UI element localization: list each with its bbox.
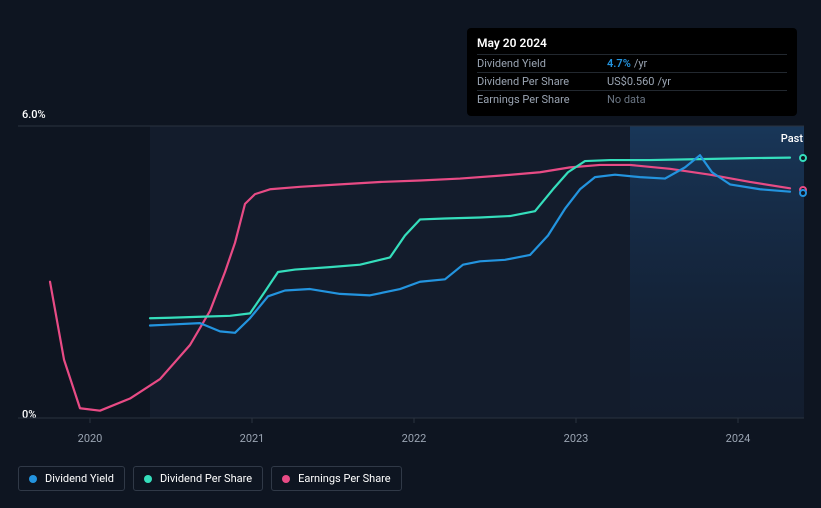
legend-label: Dividend Yield xyxy=(45,472,114,485)
tooltip-key: Earnings Per Share xyxy=(477,93,607,106)
tooltip-val: No data xyxy=(607,93,646,106)
tooltip-row-dps: Dividend Per Share US$0.560/yr xyxy=(477,72,787,90)
tooltip-date: May 20 2024 xyxy=(477,36,787,50)
past-label: Past xyxy=(781,132,803,145)
legend-label: Dividend Per Share xyxy=(160,472,252,485)
legend-dot-icon xyxy=(29,475,37,483)
tooltip-key: Dividend Per Share xyxy=(477,75,607,88)
series-end-marker-dps xyxy=(799,154,807,162)
tooltip-row-eps: Earnings Per Share No data xyxy=(477,90,787,108)
x-tick-2021: 2021 xyxy=(240,432,265,445)
x-tick-2024: 2024 xyxy=(726,432,751,445)
tooltip-key: Dividend Yield xyxy=(477,57,607,70)
x-tick-2022: 2022 xyxy=(402,432,427,445)
legend-item-dps[interactable]: Dividend Per Share xyxy=(133,466,263,491)
tooltip-row-yield: Dividend Yield 4.7%/yr xyxy=(477,54,787,72)
tooltip-val: 4.7%/yr xyxy=(607,57,647,70)
legend-item-eps[interactable]: Earnings Per Share xyxy=(271,466,402,491)
series-end-marker-yield xyxy=(799,189,807,197)
chart-tooltip: May 20 2024 Dividend Yield 4.7%/yr Divid… xyxy=(467,28,797,116)
x-tick-2020: 2020 xyxy=(78,432,103,445)
x-tick-2023: 2023 xyxy=(564,432,589,445)
legend-item-yield[interactable]: Dividend Yield xyxy=(18,466,125,491)
tooltip-val: US$0.560/yr xyxy=(607,75,671,88)
legend-dot-icon xyxy=(282,475,290,483)
legend-dot-icon xyxy=(144,475,152,483)
legend: Dividend Yield Dividend Per Share Earnin… xyxy=(18,466,402,491)
legend-label: Earnings Per Share xyxy=(298,472,391,485)
